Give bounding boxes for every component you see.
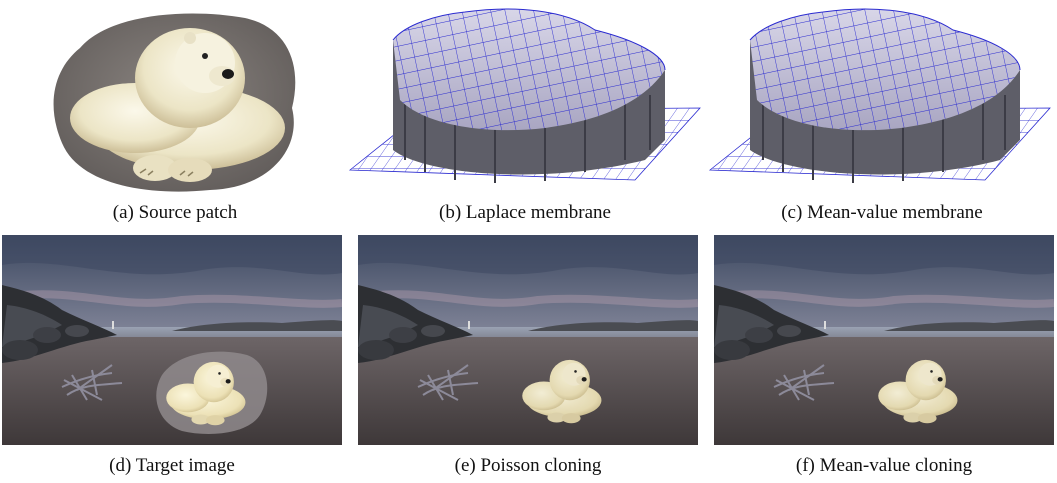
caption-source-patch: (a) Source patch [112, 202, 238, 223]
mean-value-membrane-panel [705, 0, 1057, 200]
caption-mean-value-cloning: (f) Mean-value cloning [795, 455, 973, 476]
poisson-cloning-panel [358, 235, 698, 445]
caption-laplace-membrane: (b) Laplace membrane [439, 202, 611, 223]
caption-target-image: (d) Target image [109, 455, 235, 476]
target-image [2, 235, 342, 445]
mean-value-cloning-panel [714, 235, 1054, 445]
laplace-membrane-panel [345, 0, 705, 200]
target-image-panel [2, 235, 342, 445]
source-patch-panel [40, 8, 310, 198]
source-patch-image [53, 13, 296, 192]
caption-poisson-cloning: (e) Poisson cloning [454, 455, 602, 476]
mean-value-cloning-image [714, 235, 1054, 445]
mean-value-membrane-plot [708, 8, 1051, 183]
poisson-cloning-image [358, 235, 698, 445]
laplace-membrane-plot [348, 8, 701, 183]
caption-mean-value-membrane: (c) Mean-value membrane [781, 202, 983, 223]
